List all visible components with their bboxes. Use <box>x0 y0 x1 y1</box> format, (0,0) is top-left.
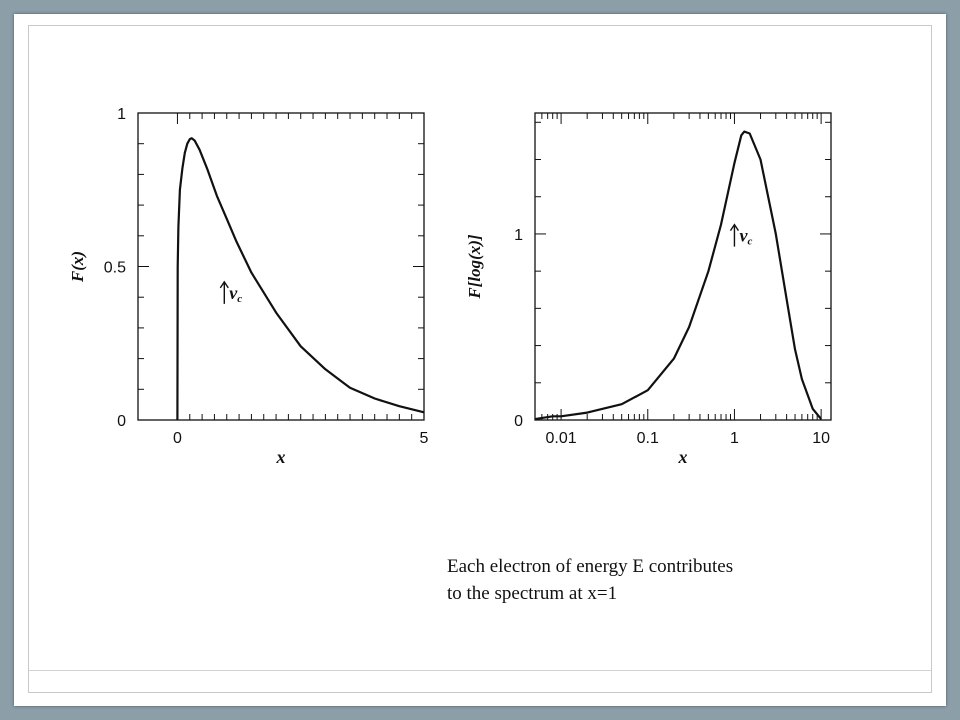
y-tick-label: 0 <box>117 413 126 430</box>
plot-frame <box>534 112 832 421</box>
caption-line-2: to the spectrum at x=1 <box>447 583 618 604</box>
x-tick-label: 0.01 <box>546 430 577 447</box>
chart-fx-linear: 0 5 0 0.5 1 x F(x) νc <box>68 106 429 467</box>
chart-flogx-log: 0.01 0.1 1 10 0 1 x F[log(x)] νc <box>465 112 832 467</box>
y-tick-label: 0 <box>514 413 523 430</box>
slide <box>14 14 946 706</box>
annotation-nu-c-label: νc <box>739 226 752 248</box>
caption-line-1: Each electron of energy E contributes <box>447 556 734 577</box>
x-tick-label: 0 <box>173 430 182 447</box>
series-curve <box>176 137 425 421</box>
x-tick-label: 1 <box>730 430 739 447</box>
slide-inner-frame <box>28 25 932 693</box>
caption-text: Each electron of energy E contributes to… <box>447 553 867 607</box>
annotation-arrow-head <box>729 223 740 232</box>
x-tick-label: 5 <box>420 430 429 447</box>
y-axis-title: F(x) <box>68 251 87 283</box>
x-axis-title: x <box>678 447 688 467</box>
y-tick-label: 1 <box>117 106 126 123</box>
x-tick-label: 0.1 <box>637 430 659 447</box>
footer-divider <box>29 670 931 671</box>
series-curve <box>534 130 822 421</box>
annotation-nu-c-label: νc <box>229 283 242 305</box>
annotation-arrow-head <box>219 280 229 289</box>
y-axis-title: F[log(x)] <box>465 234 484 300</box>
y-tick-label: 1 <box>514 227 523 244</box>
x-axis-title: x <box>276 447 286 467</box>
plot-frame <box>137 112 425 421</box>
x-tick-label: 10 <box>812 430 830 447</box>
y-tick-label: 0.5 <box>104 260 126 277</box>
